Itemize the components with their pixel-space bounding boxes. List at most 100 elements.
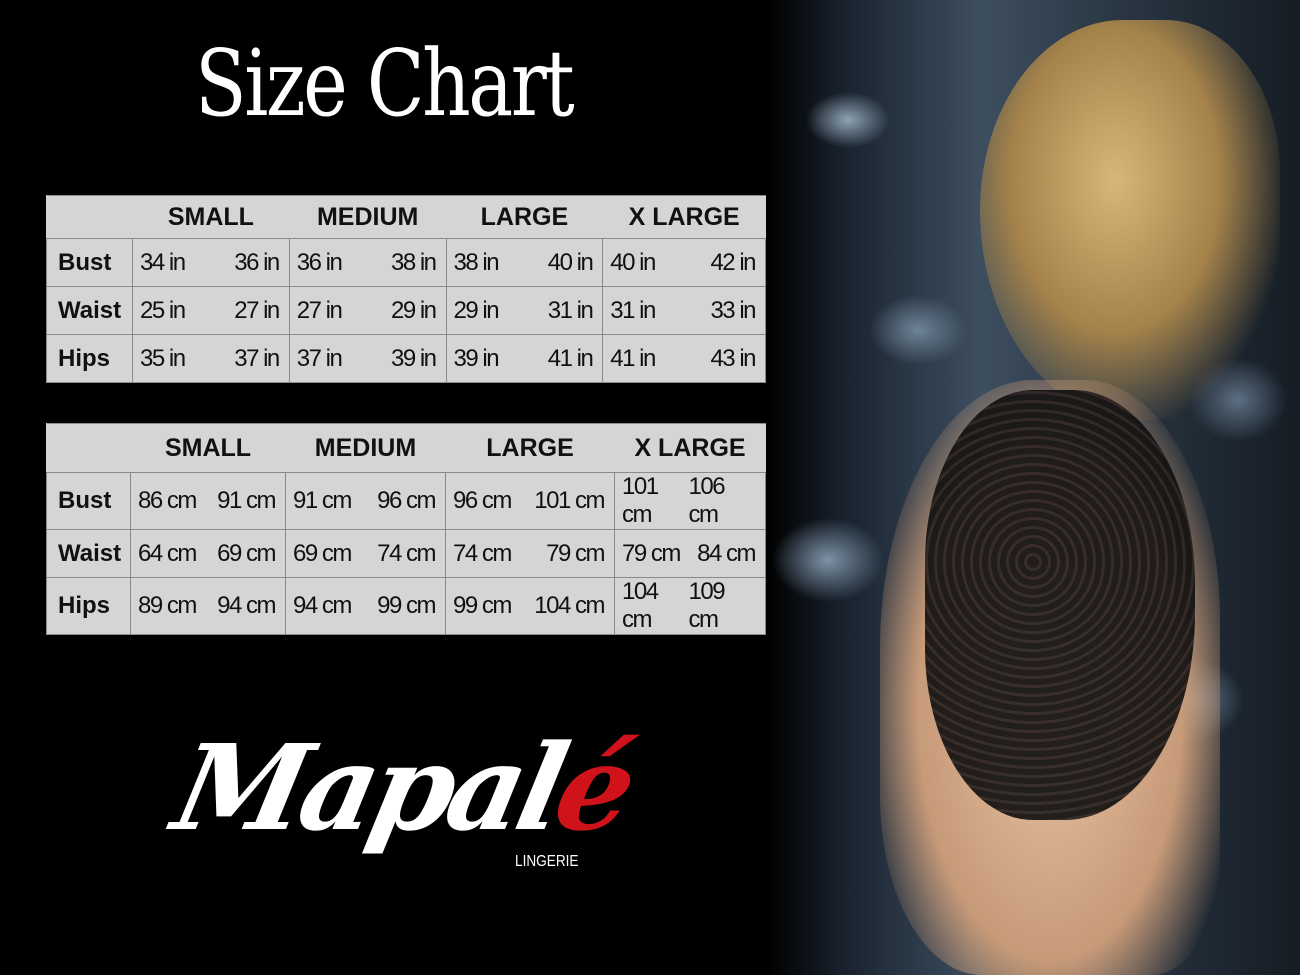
min-value: 89 cm (138, 592, 197, 619)
max-value: 109 cm (688, 578, 726, 633)
min-value: 74 cm (453, 539, 512, 567)
size-header: LARGE (445, 423, 615, 473)
brand-logo: Mapalé (163, 718, 642, 857)
max-value: 84 cm (697, 539, 756, 567)
max-value: 42 in (710, 248, 756, 276)
size-header: SMALL (130, 423, 286, 473)
min-value: 38 in (453, 248, 500, 276)
row-label: Bust (46, 238, 133, 287)
table-header-row: SMALL MEDIUM LARGE X LARGE (46, 423, 766, 473)
max-value: 79 cm (546, 539, 605, 567)
min-value: 36 in (296, 248, 343, 276)
max-value: 38 in (390, 248, 437, 276)
table-row: Bust 34 in 36 in 36 in 38 in 38 in 40 in 40 in 4… (46, 238, 766, 287)
max-value: 104 cm (534, 592, 605, 619)
size-header: X LARGE (614, 423, 766, 473)
size-cell: 31 in 33 in (602, 286, 766, 335)
max-value: 94 cm (217, 592, 276, 619)
size-cell: 96 cm 101 cm (445, 472, 615, 530)
min-value: 104 cm (622, 578, 659, 633)
size-cell: 39 in 41 in (445, 334, 604, 383)
table-row: Waist 64 cm 69 cm 69 cm 74 cm 74 cm 79 cm 79 cm… (46, 529, 766, 578)
min-value: 41 in (610, 344, 656, 372)
min-value: 79 cm (622, 539, 681, 567)
size-header: X LARGE (602, 195, 766, 239)
size-cell: 25 in 27 in (132, 286, 290, 335)
max-value: 96 cm (377, 487, 436, 514)
min-value: 40 in (610, 248, 656, 276)
max-value: 91 cm (217, 487, 276, 514)
min-value: 29 in (453, 296, 500, 324)
size-cell: 36 in 38 in (288, 238, 447, 287)
max-value: 101 cm (534, 487, 605, 514)
table-header-row: SMALL MEDIUM LARGE X LARGE (46, 195, 766, 239)
min-value: 96 cm (453, 487, 512, 514)
row-label: Bust (46, 472, 131, 530)
page-title: Size Chart (195, 30, 575, 137)
max-value: 43 in (710, 344, 756, 372)
max-value: 41 in (547, 344, 594, 372)
size-cell: 29 in 31 in (445, 286, 604, 335)
row-label: Waist (46, 286, 133, 335)
model-photo-lace-bodysuit (925, 390, 1195, 820)
size-cell: 101 cm 106 cm (614, 472, 766, 530)
min-value: 39 in (453, 344, 500, 372)
size-cell: 41 in 43 in (602, 334, 766, 383)
table-row: Bust 86 cm 91 cm 91 cm 96 cm 96 cm 101 cm 101 c… (46, 472, 766, 530)
min-value: 86 cm (138, 487, 197, 514)
max-value: 29 in (390, 296, 437, 324)
size-cell: 34 in 36 in (132, 238, 290, 287)
min-value: 94 cm (293, 592, 352, 619)
min-value: 25 in (140, 296, 186, 324)
size-cell: 27 in 29 in (288, 286, 447, 335)
size-cell: 74 cm 79 cm (445, 529, 615, 578)
max-value: 37 in (234, 344, 280, 372)
size-header: SMALL (132, 195, 290, 239)
table-row: Hips 35 in 37 in 37 in 39 in 39 in 41 in 41 in 4… (46, 334, 766, 383)
size-cell: 99 cm 104 cm (445, 577, 615, 635)
logo-subtitle: LINGERIE (515, 853, 579, 870)
min-value: 27 in (296, 296, 343, 324)
size-header: LARGE (446, 195, 603, 239)
size-header: MEDIUM (289, 195, 447, 239)
max-value: 31 in (547, 296, 594, 324)
size-cell: 40 in 42 in (602, 238, 766, 287)
max-value: 69 cm (217, 539, 276, 567)
row-label: Waist (46, 529, 131, 578)
size-cell: 37 in 39 in (288, 334, 447, 383)
min-value: 34 in (140, 248, 186, 276)
min-value: 99 cm (453, 592, 512, 619)
max-value: 99 cm (377, 592, 436, 619)
max-value: 33 in (710, 296, 756, 324)
min-value: 69 cm (293, 539, 352, 567)
table-row: Waist 25 in 27 in 27 in 29 in 29 in 31 in 31 in… (46, 286, 766, 335)
min-value: 37 in (296, 344, 343, 372)
size-cell: 89 cm 94 cm (130, 577, 286, 635)
size-cell: 38 in 40 in (445, 238, 604, 287)
logo-text: Mapal (163, 718, 574, 857)
max-value: 39 in (390, 344, 437, 372)
size-cell: 104 cm 109 cm (614, 577, 766, 635)
size-table-cm: SMALL MEDIUM LARGE X LARGE Bust 86 cm 91 c… (46, 423, 766, 635)
table-row: Hips 89 cm 94 cm 94 cm 99 cm 99 cm 104 cm 104 c… (46, 577, 766, 635)
model-photo-hair (980, 20, 1280, 420)
min-value: 35 in (140, 344, 186, 372)
max-value: 106 cm (688, 473, 726, 528)
size-cell: 94 cm 99 cm (285, 577, 446, 635)
row-label: Hips (46, 334, 133, 383)
size-cell: 64 cm 69 cm (130, 529, 286, 578)
size-cell: 79 cm 84 cm (614, 529, 766, 578)
size-header: MEDIUM (285, 423, 446, 473)
size-cell: 86 cm 91 cm (130, 472, 286, 530)
max-value: 27 in (234, 296, 280, 324)
row-label: Hips (46, 577, 131, 635)
min-value: 91 cm (293, 487, 352, 514)
min-value: 101 cm (622, 473, 659, 528)
min-value: 64 cm (138, 539, 197, 567)
max-value: 40 in (547, 248, 594, 276)
size-table-inches: SMALL MEDIUM LARGE X LARGE Bust 34 in 36 i… (46, 195, 766, 383)
max-value: 36 in (234, 248, 280, 276)
size-cell: 69 cm 74 cm (285, 529, 446, 578)
min-value: 31 in (610, 296, 656, 324)
size-cell: 35 in 37 in (132, 334, 290, 383)
